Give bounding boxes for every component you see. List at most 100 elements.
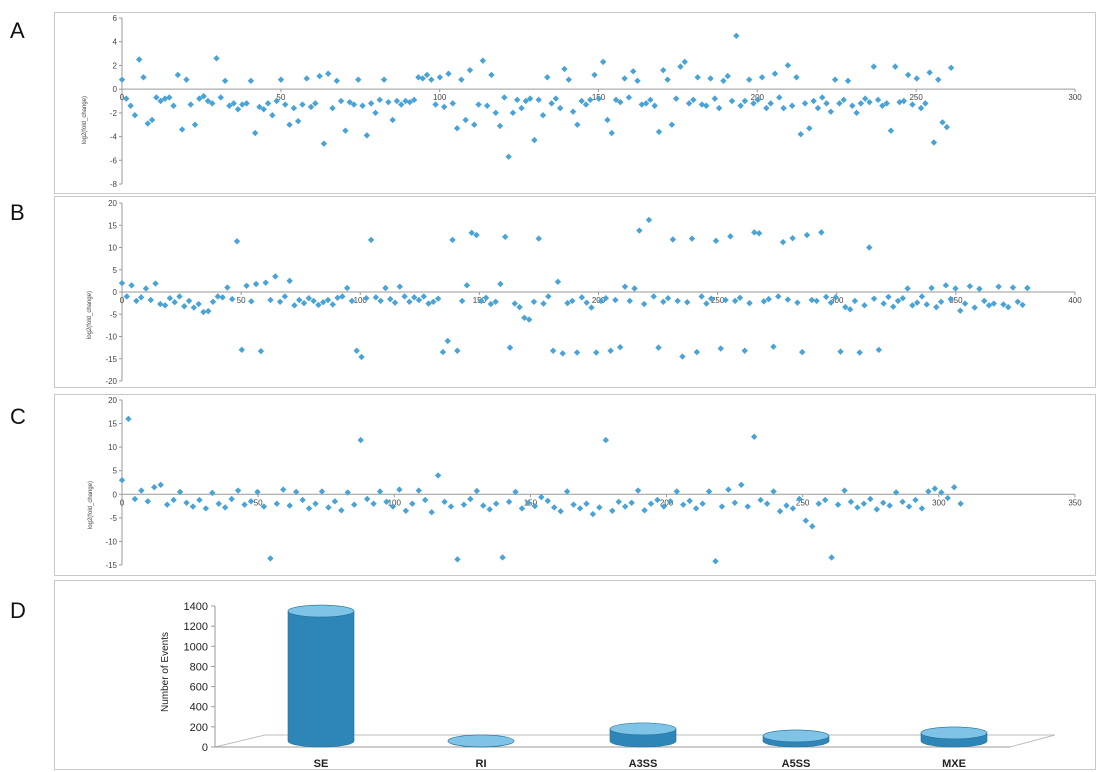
- panel-a-y-tick-label: 0: [113, 85, 118, 94]
- panel-c-point: [699, 500, 706, 507]
- panel-b-point: [181, 303, 188, 310]
- panel-c-point: [783, 502, 790, 509]
- panel-c-point: [899, 498, 906, 506]
- panel-b-point: [142, 285, 150, 292]
- panel-c-point: [118, 476, 126, 484]
- panel-b-point: [411, 294, 418, 301]
- panel-a-point: [724, 72, 731, 80]
- panel-b-point: [961, 300, 969, 307]
- panel-a-point: [763, 104, 770, 112]
- panel-b-point: [942, 282, 950, 289]
- panel-a-point: [196, 95, 203, 102]
- panel-b-point: [588, 304, 595, 311]
- panel-c-point: [847, 498, 855, 506]
- panel-b-point: [966, 283, 974, 290]
- panel-b-point: [497, 280, 504, 288]
- panel-b-point: [947, 295, 954, 303]
- panel-c-point: [570, 501, 577, 508]
- panel-a-point: [638, 101, 646, 108]
- panel-c-point: [138, 487, 145, 494]
- panel-b-point: [363, 295, 370, 302]
- panel-c-point: [176, 488, 184, 496]
- panel-a-point: [595, 95, 603, 102]
- panel-a-point: [947, 64, 955, 71]
- panel-c-point: [376, 488, 384, 495]
- panel-a-point: [866, 98, 873, 106]
- panel-c-point: [634, 487, 642, 494]
- panel-b-point: [396, 283, 404, 290]
- panel-a-point: [630, 68, 637, 75]
- panel-c-point: [351, 501, 358, 508]
- panel-b-point: [348, 297, 356, 305]
- panel-b-point: [482, 294, 490, 301]
- panel-a-point: [209, 100, 216, 107]
- panel-a-point: [359, 102, 366, 109]
- panel-a-point: [831, 76, 839, 83]
- panel-a-point: [621, 75, 628, 82]
- panel-a-point: [501, 94, 508, 101]
- panel-b-x-tick-label: 400: [1068, 296, 1082, 305]
- panel-b-point: [176, 293, 183, 300]
- panel-b-y-tick-label: -15: [105, 355, 117, 364]
- panel-b-point: [286, 277, 293, 285]
- panel-a-point: [926, 69, 933, 76]
- panel-b-point: [985, 302, 993, 309]
- panel-c-point: [880, 499, 887, 506]
- panel-b-point: [214, 293, 222, 300]
- panel-a-point: [200, 93, 207, 100]
- panel-c-frame: [54, 394, 1096, 576]
- panel-b-point: [707, 295, 715, 302]
- panel-a-point: [544, 74, 551, 81]
- panel-b-point: [564, 299, 571, 307]
- panel-a-point: [299, 101, 306, 108]
- panel-a-x-tick-label: 300: [1068, 93, 1082, 102]
- panel-a-point: [870, 63, 877, 70]
- panel-c-point: [312, 500, 319, 507]
- panel-b-point: [640, 300, 648, 308]
- panel-a-point: [522, 97, 530, 105]
- panel-a-point: [578, 97, 585, 105]
- panel-a-point: [849, 102, 856, 109]
- panel-a-point: [256, 103, 263, 111]
- panel-c-point: [602, 436, 610, 444]
- panel-b-point: [267, 296, 274, 304]
- panel-a-x-tick-label: 100: [433, 93, 447, 102]
- panel-a-point: [698, 101, 706, 108]
- panel-a-point: [728, 97, 736, 105]
- panel-a-point: [737, 102, 744, 109]
- panel-a-x-tick-label: 0: [120, 93, 125, 102]
- panel-c-point: [415, 487, 422, 494]
- panel-a-point: [183, 76, 190, 83]
- panel-b-point: [602, 295, 610, 302]
- panel-b-point: [262, 279, 269, 286]
- panel-a-point: [574, 121, 581, 128]
- panel-a-point: [754, 96, 761, 104]
- panel-b-point: [899, 295, 907, 302]
- panel-a-point: [780, 104, 787, 112]
- panel-c-point: [886, 502, 893, 509]
- panel-c-point: [950, 484, 958, 491]
- panel-c-point: [473, 487, 481, 495]
- panel-b-point: [228, 295, 236, 303]
- panel-a-point: [758, 74, 766, 81]
- panel-c-point: [196, 496, 203, 504]
- panel-c-x-tick-label: 250: [796, 498, 810, 507]
- panel-b-point: [276, 298, 284, 305]
- panel-c-point: [873, 506, 880, 513]
- panel-a-point: [746, 76, 753, 83]
- panel-c-point: [815, 500, 822, 507]
- panel-b-point: [722, 296, 729, 304]
- panel-b-point: [334, 294, 341, 301]
- panel-a-point: [651, 102, 658, 109]
- panel-b-point: [684, 299, 691, 306]
- panel-b-point: [933, 303, 940, 311]
- panel-b-point: [190, 304, 198, 311]
- panel-a-point: [664, 76, 671, 83]
- panel-c-y-tick-label: -10: [105, 537, 117, 546]
- panel-b-point: [473, 231, 480, 239]
- panel-b-point: [717, 345, 724, 352]
- panel-a-point: [793, 74, 800, 81]
- panel-c-point: [925, 488, 932, 495]
- panel-b-point: [573, 349, 581, 356]
- panel-b-point: [981, 297, 988, 305]
